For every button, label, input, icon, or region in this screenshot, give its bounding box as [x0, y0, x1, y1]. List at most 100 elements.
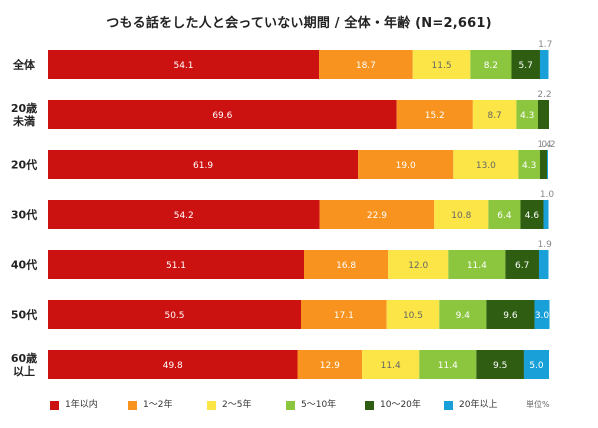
data-label: 11.5 [432, 61, 452, 71]
bar-segment [488, 200, 521, 229]
bar-segment [538, 250, 549, 279]
data-label: 1.9 [538, 240, 553, 250]
bar-segment [434, 200, 489, 229]
bar-segment [505, 250, 539, 279]
legend-swatch [444, 401, 453, 410]
chart-title: つもる話をした人と会っていない期間 / 全体・年齢 (N=2,661) [106, 16, 492, 31]
legend-swatch [207, 401, 216, 410]
bar-segment [439, 300, 487, 329]
bar-segment [48, 250, 305, 279]
data-label: 4.3 [520, 111, 534, 121]
bar-segment [396, 100, 473, 129]
data-label: 10.8 [451, 211, 471, 221]
data-label: 19.0 [396, 161, 416, 171]
data-label: 16.8 [336, 261, 356, 271]
category-label: 20歳未満 [11, 101, 37, 128]
bar-segment [301, 300, 387, 329]
bar-segment [386, 300, 440, 329]
data-label: 51.1 [166, 261, 186, 271]
data-label: 9.4 [456, 311, 471, 321]
data-label: 61.9 [193, 161, 213, 171]
category-label: 20代 [11, 158, 37, 172]
data-label: 13.0 [476, 161, 496, 171]
data-label: 8.7 [487, 111, 501, 121]
data-label: 2.2 [537, 90, 551, 100]
bar-segment [319, 200, 435, 229]
data-label: 6.4 [497, 211, 512, 221]
bar-segment [419, 350, 477, 379]
bar-segment [48, 300, 301, 329]
data-label: 22.9 [367, 211, 387, 221]
category-label: 40代 [11, 258, 37, 272]
data-label: 17.1 [334, 311, 354, 321]
legend-label: 20年以上 [459, 400, 498, 410]
bar-segment [470, 50, 512, 79]
category-label: 全体 [12, 58, 36, 72]
data-label: 12.0 [408, 261, 428, 271]
legend-swatch [128, 401, 137, 410]
data-label: 5.7 [519, 61, 533, 71]
data-label: 9.6 [503, 311, 518, 321]
data-label: 0.2 [541, 140, 555, 150]
legend-label: 2〜5年 [222, 400, 252, 410]
data-label: 4.3 [522, 161, 536, 171]
data-label: 11.4 [381, 361, 401, 371]
data-label: 6.7 [515, 261, 529, 271]
data-label: 11.4 [467, 261, 487, 271]
bar-segment [523, 350, 549, 379]
legend-swatch [50, 401, 59, 410]
bar-segment [539, 50, 549, 79]
data-label: 3.0 [535, 311, 550, 321]
data-label: 54.1 [173, 61, 193, 71]
bar-segment [511, 50, 540, 79]
bar-segment [362, 350, 420, 379]
data-label: 8.2 [484, 61, 498, 71]
category-label: 60歳以上 [11, 351, 37, 378]
data-label: 18.7 [356, 61, 376, 71]
bar-segment [539, 150, 547, 179]
bar-segment [448, 250, 506, 279]
bar-segment [48, 350, 298, 379]
bar-segment [48, 100, 397, 129]
category-label: 50代 [11, 308, 37, 322]
data-label: 9.5 [493, 361, 507, 371]
data-label: 10.5 [403, 311, 423, 321]
bar-segment [412, 50, 471, 79]
bar-segment [472, 100, 517, 129]
bar-segment [516, 100, 538, 129]
legend-label: 1〜2年 [143, 400, 173, 410]
bar-segment [476, 350, 524, 379]
legend-swatch [365, 401, 374, 410]
bar-segment [543, 200, 549, 229]
data-label: 12.9 [320, 361, 340, 371]
data-label: 5.0 [529, 361, 544, 371]
bar-segment [48, 50, 320, 79]
bar-segment [358, 150, 454, 179]
legend-label: 1年以内 [65, 400, 98, 410]
bar-segment [297, 350, 363, 379]
data-label: 1.0 [540, 190, 555, 200]
bar-segment [453, 150, 519, 179]
bar-segment [319, 50, 413, 79]
legend-label: 10〜20年 [380, 400, 421, 410]
data-label: 1.4 [537, 140, 552, 150]
bar-segment [388, 250, 449, 279]
data-label: 69.6 [212, 111, 232, 121]
data-label: 1.7 [538, 40, 552, 50]
bar-segment [520, 200, 544, 229]
unit-label: 単位% [526, 400, 550, 409]
data-label: 49.8 [163, 361, 183, 371]
data-label: 4.6 [525, 211, 540, 221]
bar-segment [537, 100, 549, 129]
bar-segment [48, 200, 320, 229]
bar-segment [48, 150, 359, 179]
bar-segment [304, 250, 389, 279]
data-label: 15.2 [425, 111, 445, 121]
category-label: 30代 [11, 208, 37, 222]
bar-segment [518, 150, 540, 179]
legend-label: 5〜10年 [301, 400, 337, 410]
bar-segment [486, 300, 535, 329]
legend-swatch [286, 401, 295, 410]
bar-segment [534, 300, 550, 329]
